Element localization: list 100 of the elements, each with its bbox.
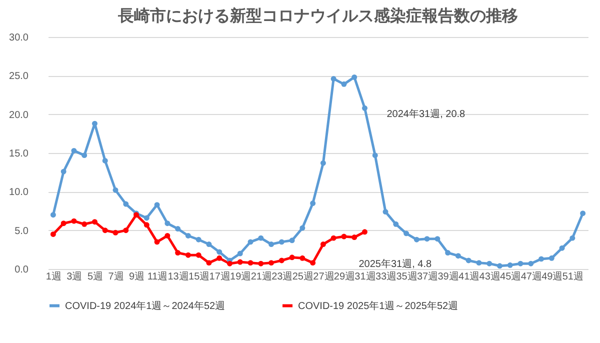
point bbox=[226, 260, 232, 266]
point bbox=[352, 74, 358, 80]
y-tick-label: 15.0 bbox=[9, 148, 29, 160]
point bbox=[175, 226, 181, 232]
point bbox=[248, 260, 254, 266]
point bbox=[102, 228, 108, 234]
point bbox=[455, 253, 461, 259]
x-tick-label: 45週 bbox=[500, 272, 522, 282]
point bbox=[154, 202, 160, 208]
point bbox=[216, 249, 222, 255]
point bbox=[570, 235, 576, 241]
point bbox=[50, 231, 56, 237]
x-tick-label: 39週 bbox=[438, 272, 459, 282]
point bbox=[60, 168, 66, 174]
x-tick-label: 3週 bbox=[66, 272, 82, 282]
x-tick-label: 49週 bbox=[542, 272, 563, 282]
x-tick-label: 9週 bbox=[128, 272, 145, 282]
point bbox=[580, 210, 586, 216]
point bbox=[466, 258, 472, 264]
annotation: 2024年31週, 20.8 bbox=[386, 108, 466, 120]
point bbox=[559, 245, 565, 251]
chart-title: 長崎市における新型コロナウイルス感染症報告数の推移 bbox=[117, 7, 518, 25]
point bbox=[372, 152, 378, 158]
point bbox=[268, 242, 274, 247]
point bbox=[82, 152, 88, 158]
point bbox=[538, 256, 544, 262]
y-tick-label: 25.0 bbox=[9, 71, 29, 82]
point bbox=[382, 209, 388, 215]
point bbox=[310, 260, 316, 266]
point bbox=[393, 221, 399, 227]
point bbox=[112, 187, 118, 193]
point bbox=[92, 219, 98, 225]
x-tick-label: 13週 bbox=[168, 272, 189, 282]
point bbox=[206, 242, 212, 247]
y-tick-label: 20.0 bbox=[9, 110, 29, 121]
x-tick-label: 25週 bbox=[292, 272, 314, 282]
x-tick-label: 27週 bbox=[313, 272, 334, 282]
x-tick-label: 21週 bbox=[250, 272, 272, 282]
point bbox=[476, 260, 482, 266]
point bbox=[71, 148, 77, 154]
point bbox=[528, 260, 534, 266]
x-tick-label: 19週 bbox=[230, 272, 252, 282]
point bbox=[310, 200, 316, 206]
point bbox=[289, 254, 295, 260]
point bbox=[144, 222, 150, 228]
x-tick-label: 11週 bbox=[147, 272, 168, 282]
point bbox=[445, 250, 451, 256]
point bbox=[50, 212, 56, 218]
point bbox=[300, 225, 306, 231]
point bbox=[102, 158, 108, 164]
x-tick-label: 51週 bbox=[562, 272, 584, 282]
x-tick-label: 35週 bbox=[396, 272, 418, 282]
x-tick-label: 23週 bbox=[272, 272, 293, 282]
x-tick-label: 43週 bbox=[479, 272, 500, 282]
x-tick-label: 41週 bbox=[458, 272, 480, 282]
y-tick-label: 30.0 bbox=[9, 32, 29, 44]
y-tick-label: 0.0 bbox=[14, 264, 29, 276]
point bbox=[185, 233, 191, 238]
x-tick-label: 5週 bbox=[87, 272, 104, 282]
point bbox=[404, 230, 410, 236]
point bbox=[278, 239, 284, 245]
point bbox=[206, 260, 212, 266]
y-tick-label: 5.0 bbox=[14, 226, 29, 237]
x-tick-label: 15週 bbox=[188, 272, 210, 282]
point bbox=[330, 76, 336, 82]
x-tick-label: 1週 bbox=[46, 272, 62, 282]
point bbox=[300, 255, 306, 261]
point bbox=[237, 250, 243, 256]
point bbox=[175, 250, 181, 256]
x-tick-label: 33週 bbox=[375, 272, 397, 282]
point bbox=[185, 252, 191, 258]
point bbox=[71, 218, 77, 224]
point bbox=[237, 259, 243, 265]
point bbox=[144, 215, 150, 221]
point bbox=[518, 260, 524, 266]
point bbox=[258, 260, 264, 266]
point bbox=[278, 258, 284, 264]
x-tick-label: 31週 bbox=[354, 272, 376, 282]
point bbox=[434, 236, 440, 242]
point bbox=[164, 233, 170, 238]
point bbox=[496, 263, 502, 269]
point bbox=[362, 229, 368, 235]
point bbox=[486, 260, 492, 266]
point bbox=[330, 235, 336, 241]
point bbox=[258, 235, 264, 241]
point bbox=[424, 236, 430, 242]
legend-label: COVID-19 2025年1週～2025年52週 bbox=[298, 300, 458, 312]
point bbox=[341, 234, 347, 240]
point bbox=[164, 220, 170, 226]
point bbox=[123, 201, 129, 207]
point bbox=[82, 221, 88, 227]
point bbox=[112, 230, 118, 236]
x-tick-label: 37週 bbox=[416, 272, 438, 282]
point bbox=[320, 242, 326, 247]
point bbox=[362, 105, 368, 111]
point bbox=[320, 160, 326, 166]
point bbox=[123, 228, 129, 234]
legend-label: COVID-19 2024年1週～2024年52週 bbox=[65, 300, 226, 312]
point bbox=[268, 260, 274, 266]
point bbox=[548, 255, 554, 261]
